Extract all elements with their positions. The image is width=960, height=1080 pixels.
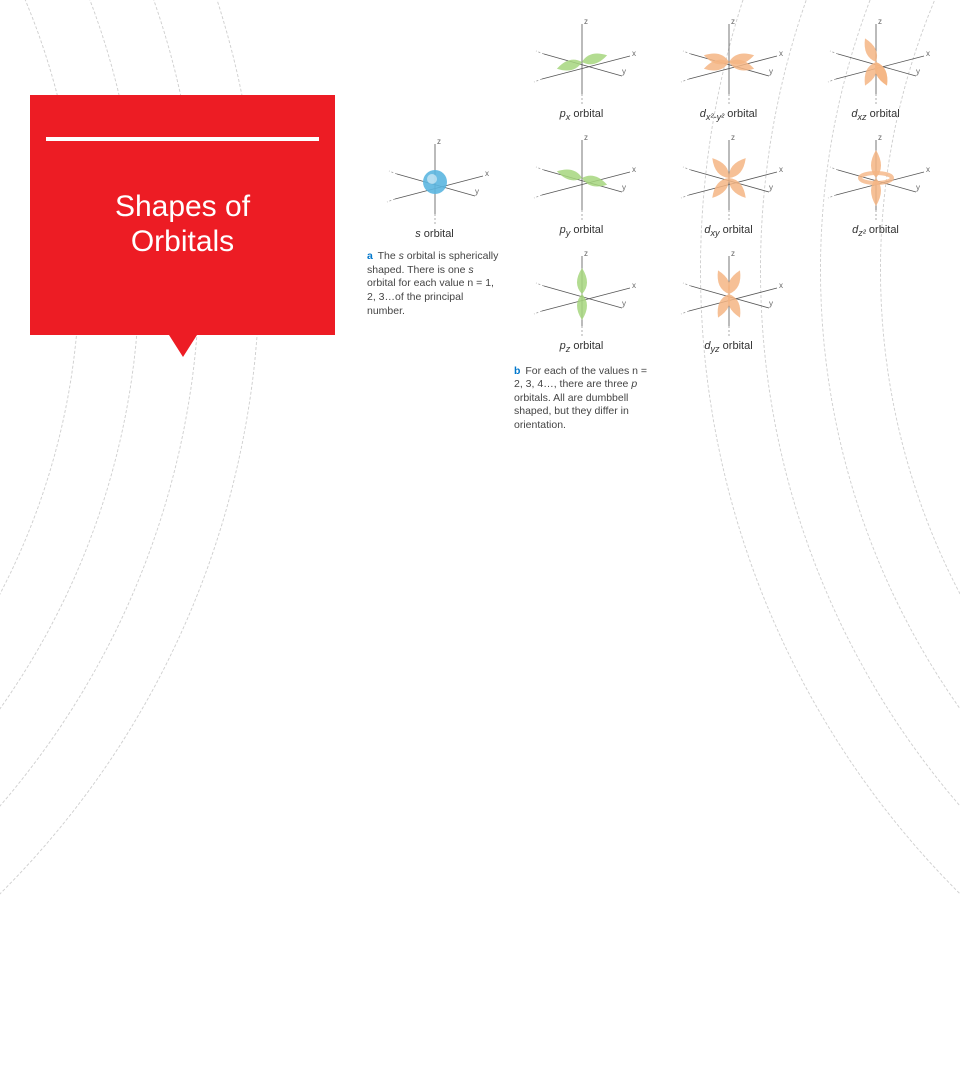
svg-text:z: z [878,133,882,142]
orbital-label-py: py orbital [560,224,604,238]
orbital-label-dxy: dxy orbital [704,224,752,238]
orbital-label-pz: pz orbital [560,340,604,354]
orbital-grid: z x y s orbitala The s orbital is spheri… [365,12,945,433]
title-callout: Shapes of Orbitals [30,95,335,335]
orbital-s-icon: z x y [375,132,495,232]
svg-text:z: z [878,17,882,26]
orbital-cell-dxy: z x y dxy orbital [659,128,798,238]
orbital-dz2-icon: z x y [816,128,936,228]
orbital-dxy-icon: z x y [669,128,789,228]
caption-b: b For each of the values n = 2, 3, 4…, t… [512,361,651,433]
orbital-dxz-icon: z x y [816,12,936,112]
svg-text:z: z [731,249,735,258]
column-d2: z x y dxz orbital z x y [806,12,945,433]
orbital-py-icon: z x y [522,128,642,228]
orbital-label-dyz: dyz orbital [704,340,752,354]
svg-text:z: z [584,133,588,142]
orbital-label-s: s orbital [415,228,454,240]
svg-text:y: y [769,183,773,192]
orbital-label-px: px orbital [560,108,604,122]
orbital-cell-dyz: z x y dyz orbital [659,244,798,354]
orbital-label-dx2y2: dx²-y² orbital [700,108,757,122]
svg-text:y: y [622,67,626,76]
orbital-px-icon: z x y [522,12,642,112]
title-line1: Shapes of [115,190,250,223]
svg-text:z: z [584,17,588,26]
svg-text:x: x [779,281,783,290]
orbital-cell-pz: z x y pz orbital [512,244,651,354]
orbital-dx2y2-icon: z x y [669,12,789,112]
slide-title: Shapes of Orbitals [30,190,335,259]
callout-divider [46,137,319,141]
svg-text:z: z [437,137,441,146]
svg-text:x: x [779,49,783,58]
svg-text:x: x [779,165,783,174]
svg-text:x: x [632,49,636,58]
orbital-dyz-icon: z x y [669,244,789,344]
svg-text:y: y [916,67,920,76]
svg-text:y: y [769,299,773,308]
svg-text:y: y [769,67,773,76]
svg-text:z: z [731,133,735,142]
orbital-cell-s: z x y s orbital [365,132,504,240]
svg-text:y: y [622,299,626,308]
svg-text:x: x [632,165,636,174]
column-d1: z x y dx²-y² orbital z x y [659,12,798,433]
svg-text:x: x [632,281,636,290]
title-line2: Orbitals [131,225,234,258]
svg-text:y: y [916,183,920,192]
orbital-label-dxz: dxz orbital [851,108,899,122]
orbital-cell-px: z x y px orbital [512,12,651,122]
svg-text:x: x [926,165,930,174]
svg-text:x: x [926,49,930,58]
svg-text:x: x [485,169,489,178]
orbital-cell-dxz: z x y dxz orbital [806,12,945,122]
orbital-cell-dz2: z x y dz² orbital [806,128,945,238]
svg-text:y: y [622,183,626,192]
column-s: z x y s orbitala The s orbital is spheri… [365,12,504,433]
svg-text:y: y [475,187,479,196]
orbital-pz-icon: z x y [522,244,642,344]
column-p: z x y px orbital z x y [512,12,651,433]
orbital-cell-dx2y2: z x y dx²-y² orbital [659,12,798,122]
caption-a: a The s orbital is spherically shaped. T… [365,246,504,318]
svg-text:z: z [584,249,588,258]
svg-text:z: z [731,17,735,26]
orbital-label-dz2: dz² orbital [852,224,899,238]
orbital-cell-py: z x y py orbital [512,128,651,238]
